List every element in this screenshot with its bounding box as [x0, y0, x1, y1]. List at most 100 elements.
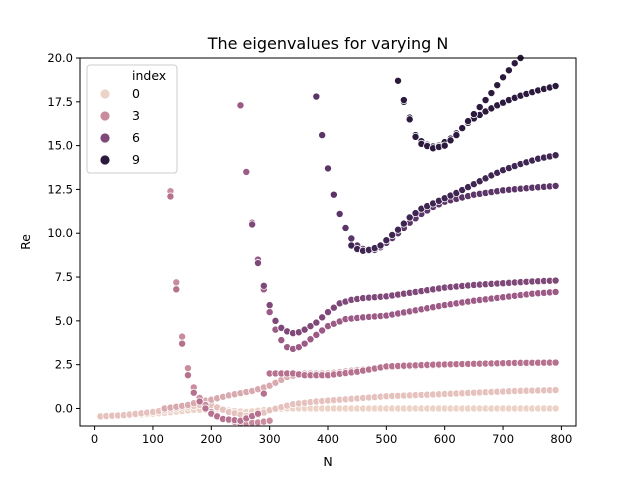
legend-label: 9 [132, 152, 140, 167]
data-point [551, 358, 560, 367]
data-point [458, 124, 467, 133]
data-point [178, 339, 187, 348]
data-point [265, 308, 274, 317]
data-point [253, 409, 262, 418]
data-point [277, 336, 286, 345]
x-tick-label: 600 [434, 432, 456, 446]
y-tick-label: 0.0 [55, 401, 73, 415]
data-point [323, 164, 332, 173]
data-point [195, 397, 204, 406]
data-point [376, 241, 385, 250]
y-axis-label: Re [18, 234, 33, 250]
data-points [96, 54, 560, 428]
data-point [259, 281, 268, 290]
data-point [510, 59, 519, 68]
y-tick-label: 15.0 [47, 139, 73, 153]
data-point [347, 241, 356, 250]
data-point [475, 103, 484, 112]
data-point [265, 301, 274, 310]
y-tick-label: 20.0 [47, 51, 73, 65]
x-tick-label: 800 [550, 432, 572, 446]
data-point [183, 371, 192, 380]
data-point [405, 213, 414, 222]
data-point [347, 234, 356, 243]
data-point [294, 343, 303, 352]
data-point [329, 303, 338, 312]
data-point [551, 276, 560, 285]
legend-marker [99, 154, 111, 166]
data-point [312, 330, 321, 339]
data-point [399, 219, 408, 228]
data-point [411, 132, 420, 141]
data-point [405, 115, 414, 124]
y-tick-label: 2.5 [55, 358, 73, 372]
data-point [329, 190, 338, 199]
y-tick-label: 17.5 [47, 95, 73, 109]
data-point [551, 287, 560, 296]
data-point [469, 110, 478, 119]
data-point [335, 209, 344, 218]
data-point [440, 141, 449, 150]
data-point [388, 230, 397, 239]
data-point [172, 285, 181, 294]
data-point [551, 151, 560, 160]
data-point [411, 209, 420, 218]
data-point [172, 278, 181, 287]
data-point [504, 66, 513, 75]
data-point [183, 364, 192, 373]
x-tick-label: 100 [142, 432, 164, 446]
x-tick-label: 300 [259, 432, 281, 446]
legend-marker [99, 132, 111, 144]
legend-title: index [132, 68, 166, 83]
data-point [394, 225, 403, 234]
data-point [259, 389, 268, 398]
data-point [201, 404, 210, 413]
data-point [277, 323, 286, 332]
x-tick-label: 500 [375, 432, 397, 446]
legend-marker [99, 88, 111, 100]
data-point [271, 316, 280, 325]
data-point [551, 82, 560, 91]
data-point [300, 325, 309, 334]
data-point [487, 89, 496, 98]
x-tick-label: 700 [492, 432, 514, 446]
data-point [318, 326, 327, 335]
data-point [323, 308, 332, 317]
data-point [236, 101, 245, 110]
x-axis: 0 100 200 300 400 500 600 700 800 [91, 426, 572, 446]
data-point [551, 386, 560, 395]
x-tick-label: 400 [317, 432, 339, 446]
data-point [452, 131, 461, 140]
data-point [300, 339, 309, 348]
data-point [248, 220, 257, 229]
x-tick-label: 0 [91, 432, 98, 446]
y-tick-label: 10.0 [47, 226, 73, 240]
data-point [446, 136, 455, 145]
y-tick-label: 12.5 [47, 182, 73, 196]
y-axis: 0.0 2.5 5.0 7.5 10.0 12.5 15.0 17.5 20.0 [47, 51, 80, 415]
data-point [399, 96, 408, 105]
data-point [481, 96, 490, 105]
data-point [394, 76, 403, 85]
data-point [318, 313, 327, 322]
data-point [312, 92, 321, 101]
x-tick-label: 200 [200, 432, 222, 446]
chart-title: The eigenvalues for varying N [207, 34, 449, 53]
legend-label: 3 [132, 108, 140, 123]
data-point [499, 73, 508, 82]
y-tick-label: 5.0 [55, 314, 73, 328]
data-point [493, 81, 502, 90]
data-point [312, 318, 321, 327]
data-point [189, 388, 198, 397]
data-point [382, 236, 391, 245]
data-point [242, 167, 251, 176]
data-point [265, 416, 274, 425]
legend-marker [99, 110, 111, 122]
legend-label: 0 [132, 86, 140, 101]
data-point [341, 223, 350, 232]
data-point [253, 259, 262, 268]
data-point [318, 131, 327, 140]
legend-label: 6 [132, 130, 140, 145]
data-point [166, 192, 175, 201]
